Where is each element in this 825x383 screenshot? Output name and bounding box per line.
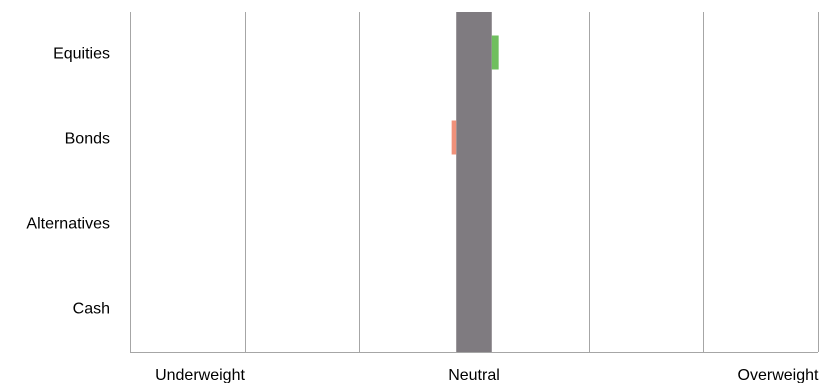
- position-label-overweight: Overweight: [738, 367, 819, 383]
- bar-equities: [491, 35, 499, 70]
- position-label-underweight: Underweight: [155, 367, 245, 383]
- category-label-cash: Cash: [73, 301, 110, 318]
- category-label-alternatives: Alternatives: [26, 216, 110, 233]
- category-label-equities: Equities: [53, 46, 110, 63]
- neutral-band: [456, 12, 492, 352]
- bar-bonds: [451, 120, 457, 155]
- position-labels: Underweight Neutral Overweight: [155, 367, 819, 383]
- neutral-band-layer: [456, 12, 492, 352]
- position-label-neutral: Neutral: [448, 367, 500, 383]
- category-labels: Equities Bonds Alternatives Cash: [26, 46, 110, 318]
- bars-layer: [451, 35, 499, 155]
- category-label-bonds: Bonds: [65, 131, 110, 148]
